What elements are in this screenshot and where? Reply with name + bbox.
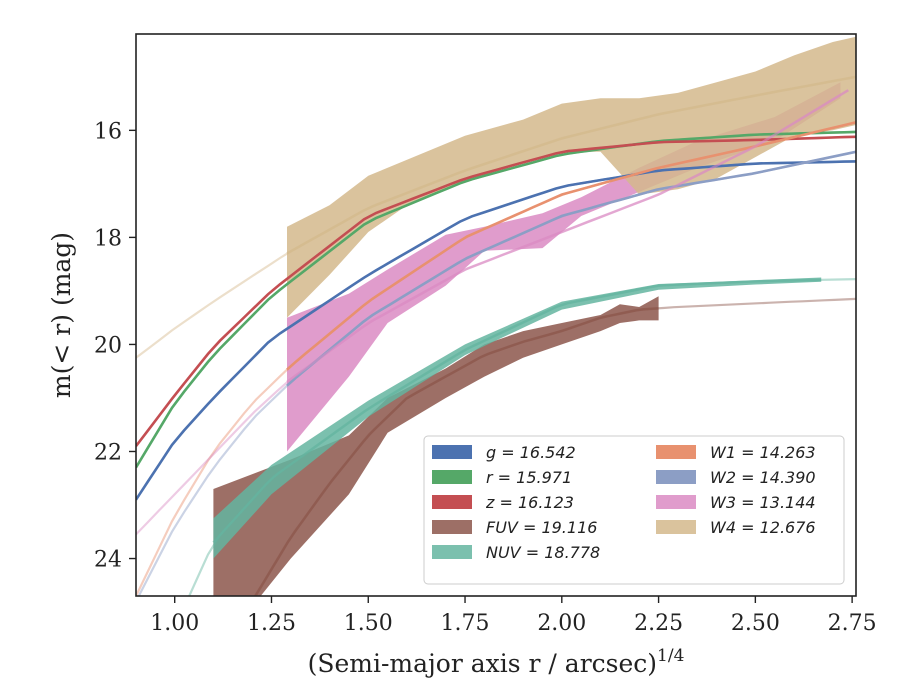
y-tick-label: 20 bbox=[94, 333, 122, 358]
legend-swatch bbox=[432, 470, 472, 484]
y-tick-label: 18 bbox=[94, 226, 122, 251]
measured-curves bbox=[136, 75, 856, 596]
legend-swatch bbox=[432, 545, 472, 559]
legend-label: W2 = 14.390 bbox=[710, 468, 816, 487]
legend-swatch bbox=[656, 520, 696, 534]
series-w1-line bbox=[286, 121, 856, 371]
series-w4-band bbox=[287, 36, 856, 318]
series-nuv-line bbox=[212, 278, 822, 544]
y-axis-ticks: 16 18 20 22 24 bbox=[94, 119, 136, 573]
legend-label: z = 16.123 bbox=[485, 493, 574, 512]
series-fuv-band bbox=[213, 296, 659, 596]
legend-label: W4 = 12.676 bbox=[710, 518, 816, 537]
legend-box bbox=[423, 435, 845, 585]
legend-label: FUV = 19.116 bbox=[486, 518, 597, 537]
series-z-line bbox=[136, 135, 856, 447]
legend-swatch bbox=[656, 470, 696, 484]
legend-swatch bbox=[656, 495, 696, 509]
series-w4-line bbox=[286, 75, 856, 255]
y-tick-label: 22 bbox=[94, 440, 122, 465]
plot-frame bbox=[135, 33, 857, 597]
x-axis-label: (Semi-major axis r / arcsec)1/4 bbox=[308, 646, 685, 678]
series-fuv-line bbox=[253, 307, 659, 596]
x-tick-label: 1.25 bbox=[247, 611, 296, 636]
legend-label: g = 16.542 bbox=[486, 443, 576, 462]
x-tick-label: 1.00 bbox=[150, 611, 199, 636]
legend-label: r = 15.971 bbox=[486, 468, 572, 487]
x-tick-label: 2.75 bbox=[828, 611, 877, 636]
series-g-line bbox=[136, 160, 856, 501]
y-tick-label: 24 bbox=[94, 548, 122, 573]
legend-swatch bbox=[432, 445, 472, 459]
legend-label: W3 = 13.144 bbox=[710, 493, 816, 512]
legend-swatch bbox=[432, 495, 472, 509]
legend-label: NUV = 18.778 bbox=[486, 543, 600, 562]
legend-label: W1 = 14.263 bbox=[710, 443, 816, 462]
series-z-extrapolated-line bbox=[136, 135, 856, 447]
x-tick-label: 2.25 bbox=[634, 611, 683, 636]
legend-swatch bbox=[656, 445, 696, 459]
series-r-line bbox=[136, 130, 856, 469]
x-axis-label-exponent: 1/4 bbox=[657, 646, 684, 666]
x-axis-ticks: 1.00 1.25 1.50 1.75 2.00 2.25 2.50 2.75 bbox=[150, 596, 877, 636]
series-w2-line bbox=[286, 150, 856, 387]
x-axis-label-main: (Semi-major axis r / arcsec) bbox=[308, 649, 657, 678]
legend: g = 16.542 r = 15.971 z = 16.123 FUV = 19.1… bbox=[423, 435, 845, 585]
legend-swatch bbox=[432, 520, 472, 534]
y-tick-label: 16 bbox=[94, 119, 122, 144]
series-w3-line bbox=[286, 89, 849, 383]
series-r-extrapolated-line bbox=[136, 130, 856, 469]
x-tick-label: 2.00 bbox=[537, 611, 586, 636]
x-tick-label: 1.50 bbox=[344, 611, 393, 636]
y-axis-label: m(< r) (mag) bbox=[47, 232, 76, 398]
x-tick-label: 2.50 bbox=[731, 611, 780, 636]
uncertainty-bands bbox=[213, 36, 856, 596]
x-tick-label: 1.75 bbox=[441, 611, 490, 636]
